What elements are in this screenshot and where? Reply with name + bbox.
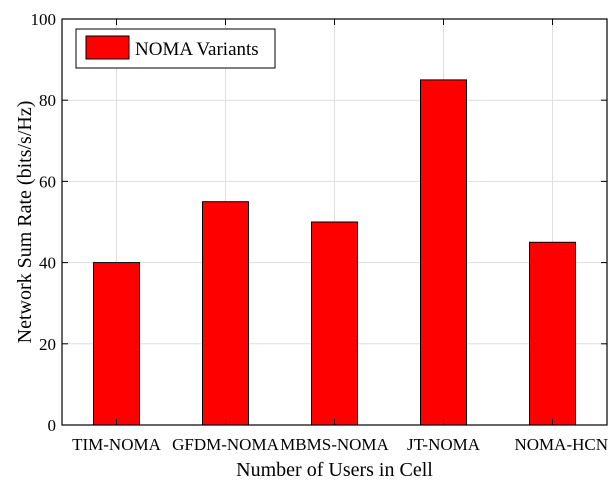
- y-axis-title: Network Sum Rate (bits/s/Hz): [14, 101, 36, 344]
- x-tick-label: TIM-NOMA: [72, 435, 161, 454]
- y-tick-label: 80: [39, 91, 56, 110]
- legend-label: NOMA Variants: [135, 39, 259, 60]
- bar-jt-noma: [420, 79, 467, 426]
- x-tick-label: GFDM-NOMA: [172, 435, 279, 454]
- x-axis-title: Number of Users in Cell: [236, 459, 433, 481]
- x-tick-label: JT-NOMA: [407, 435, 481, 454]
- legend-swatch: [85, 35, 130, 60]
- bar-series: [93, 79, 576, 426]
- y-tick-label: 0: [48, 416, 57, 435]
- y-tick-label: 40: [39, 254, 56, 273]
- x-axis-ticks: TIM-NOMA GFDM-NOMA MBMS-NOMA JT-NOMA NOMA-HC…: [72, 19, 608, 454]
- y-tick-label: 60: [39, 172, 56, 191]
- x-tick-label: NOMA-HCN: [515, 435, 609, 454]
- y-axis-ticks: 0 20 40 60 80 100: [31, 10, 607, 435]
- bar-noma-hcn: [529, 241, 576, 426]
- bar-mbms-noma: [311, 221, 358, 426]
- y-tick-label: 20: [39, 335, 56, 354]
- y-tick-label: 100: [31, 10, 57, 29]
- x-tick-label: MBMS-NOMA: [280, 435, 389, 454]
- legend: NOMA Variants: [75, 28, 276, 69]
- bar-gfdm-noma: [202, 201, 249, 426]
- bar-tim-noma: [93, 262, 140, 426]
